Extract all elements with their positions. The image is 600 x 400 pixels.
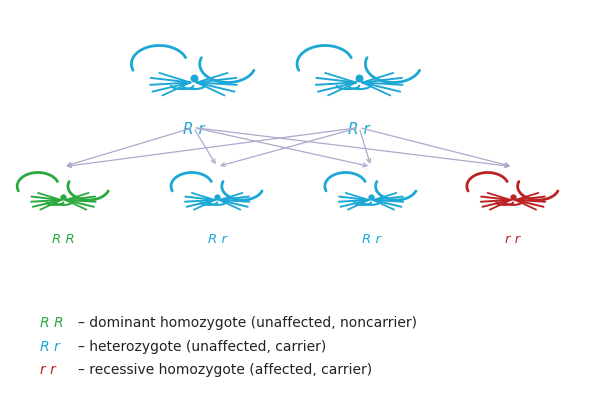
Text: r r: r r <box>40 363 56 377</box>
Text: – dominant homozygote (unaffected, noncarrier): – dominant homozygote (unaffected, nonca… <box>78 316 417 330</box>
Text: R R: R R <box>40 316 63 330</box>
Text: – recessive homozygote (affected, carrier): – recessive homozygote (affected, carrie… <box>78 363 372 377</box>
Text: – heterozygote (unaffected, carrier): – heterozygote (unaffected, carrier) <box>78 340 326 354</box>
Text: R r: R r <box>208 233 227 246</box>
Text: R r: R r <box>182 122 205 137</box>
Text: R R: R R <box>52 233 75 246</box>
Text: R r: R r <box>348 122 370 137</box>
Text: R r: R r <box>40 340 59 354</box>
Text: R r: R r <box>362 233 380 246</box>
Text: r r: r r <box>505 233 521 246</box>
